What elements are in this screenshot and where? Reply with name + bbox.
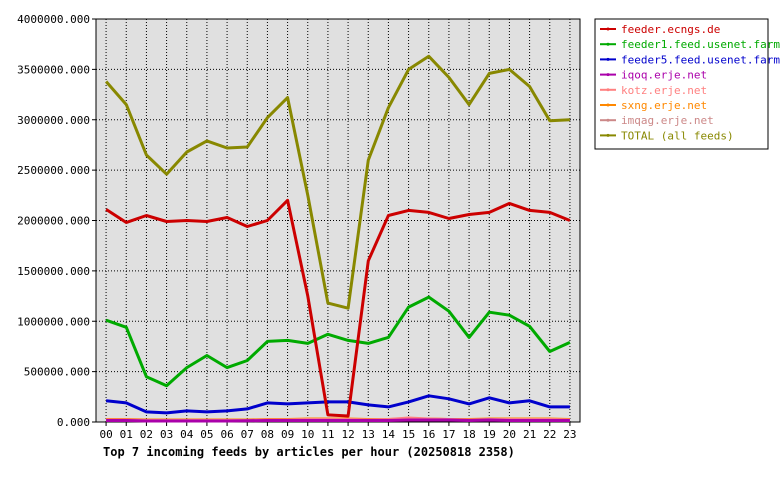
legend-label: imqag.erje.net [621, 114, 714, 127]
x-axis: 00 01 02 03 04 05 06 07 08 09 10 11 12 13 14 15 16 17 18 19… [99, 422, 577, 441]
y-tick-label: 1500000.000 [17, 265, 90, 278]
x-tick-label: 21 [523, 428, 536, 441]
series-line [105, 295, 571, 388]
legend-label: feeder5.feed.usenet.farm [621, 53, 780, 66]
x-tick-label: 05 [200, 428, 213, 441]
x-tick-label: 01 [120, 428, 133, 441]
y-tick-label: 3500000.000 [17, 63, 90, 76]
legend: feeder.ecngs.de feeder1.feed.usenet.farm f… [594, 18, 780, 150]
x-tick-label: 22 [543, 428, 556, 441]
legend-box [594, 18, 769, 150]
y-tick-label: 2000000.000 [17, 215, 90, 228]
x-tick-label: 03 [160, 428, 173, 441]
x-tick-label: 23 [563, 428, 576, 441]
legend-marker [606, 103, 610, 107]
y-tick-label: 0.000 [57, 416, 90, 429]
legend-marker [606, 27, 610, 31]
x-tick-label: 10 [301, 428, 314, 441]
y-tick-label: 2500000.000 [17, 164, 90, 177]
x-tick-label: 12 [341, 428, 354, 441]
y-tick-label: 4000000.000 [17, 13, 90, 26]
legend-marker [606, 42, 610, 46]
x-tick-label: 06 [220, 428, 233, 441]
legend-marker [606, 88, 610, 92]
x-tick-label: 17 [442, 428, 455, 441]
series-lines [104, 54, 571, 423]
x-tick-label: 13 [362, 428, 375, 441]
legend-label: feeder1.feed.usenet.farm [621, 38, 780, 51]
series-line [104, 54, 570, 310]
legend-label: kotz.erje.net [621, 84, 707, 97]
x-tick-label: 18 [462, 428, 475, 441]
legend-marker [606, 73, 610, 77]
x-tick-label: 09 [281, 428, 294, 441]
x-tick-label: 00 [99, 428, 112, 441]
x-tick-label: 11 [321, 428, 334, 441]
x-tick-label: 04 [180, 428, 194, 441]
legend-marker [606, 118, 610, 122]
x-tick-label: 07 [241, 428, 254, 441]
y-tick-label: 500000.000 [24, 366, 90, 379]
y-axis: 0.000 500000.000 1000000.000 1500000.000 200… [17, 13, 96, 429]
x-tick-label: 14 [382, 428, 396, 441]
x-tick-label: 02 [140, 428, 153, 441]
y-tick-label: 1000000.000 [17, 315, 90, 328]
x-tick-label: 19 [483, 428, 496, 441]
legend-label: iqoq.erje.net [621, 69, 707, 82]
legend-label: feeder.ecngs.de [621, 23, 720, 36]
x-tick-label: 20 [503, 428, 516, 441]
legend-marker [606, 133, 610, 137]
x-tick-label: 16 [422, 428, 435, 441]
y-tick-label: 3000000.000 [17, 114, 90, 127]
x-tick-label: 15 [402, 428, 415, 441]
series-line [105, 198, 571, 418]
series-line [106, 418, 570, 423]
legend-marker [606, 57, 610, 61]
chart-title: Top 7 incoming feeds by articles per hou… [103, 445, 515, 459]
legend-label: TOTAL (all feeds) [621, 129, 734, 142]
x-tick-label: 08 [261, 428, 274, 441]
legend-label: sxng.erje.net [621, 99, 707, 112]
series-line [105, 394, 570, 415]
